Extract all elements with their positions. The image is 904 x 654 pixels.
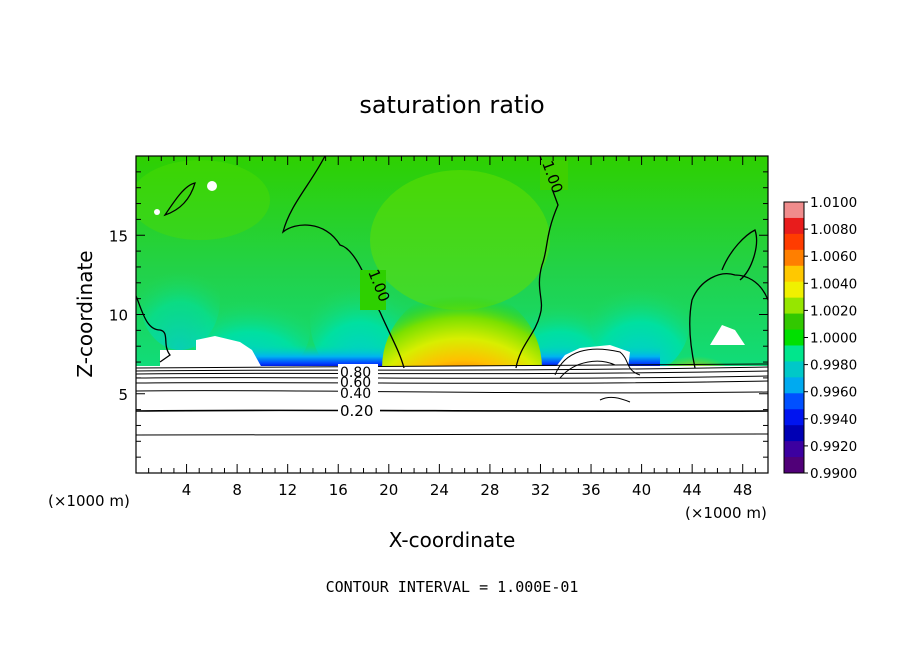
colorbar-swatch [784,281,804,299]
colorbar-swatch [784,249,804,267]
dry-band [240,345,400,368]
colorbar-swatch [784,425,804,442]
cyan-region [140,250,220,350]
colorbar-swatch [784,233,804,251]
light-green-patch [136,160,270,240]
x-tick-label: 36 [581,481,600,499]
cloud-mask [154,209,160,215]
x-tick-label: 44 [683,481,702,499]
colorbar-swatch [784,217,804,235]
colorbar-swatch [784,265,804,283]
colorbar-label: 0.9940 [810,412,857,428]
colorbar-swatch [784,297,804,315]
x-tick-label: 16 [329,481,348,499]
colorbar-label: 0.9920 [810,439,857,455]
x-tick-label: 32 [531,481,550,499]
colorbar-swatch [784,457,804,474]
colorbar-swatch [784,393,804,410]
colorbar-swatch [784,409,804,426]
colorbar-swatch [784,377,804,394]
contour-label: 0.80 [340,365,371,381]
contour-label: 0.40 [340,386,371,402]
contour-label: 0.20 [340,402,373,420]
y-tick-label: 5 [118,386,128,404]
x-unit-right: (×1000 m) [685,504,767,522]
x-tick-label: 28 [480,481,499,499]
colorbar-swatch [784,345,804,362]
colorbar-label: 0.9900 [810,466,857,482]
lower-region [136,366,768,473]
contour-1-00 [136,156,768,369]
x-tick-label: 20 [379,481,398,499]
colorbar-label: 1.0080 [810,222,857,238]
x-axis-label: X-coordinate [389,528,516,552]
colorbar-label: 1.0100 [810,195,857,211]
colorbar-label: 1.0020 [810,303,857,319]
y-axis-ticks: 5 10 15 [109,155,768,474]
colorbar: 1.0100 1.0080 1.0060 1.0040 1.0020 1.0000 0.99… [783,195,857,482]
cloud-mask [160,336,262,368]
x-tick-label: 48 [733,481,752,499]
x-tick-label: 40 [632,481,651,499]
colorbar-label: 1.0040 [810,276,857,292]
light-green-patch [370,170,550,310]
colorbar-swatch [784,329,804,346]
chart-title: saturation ratio [359,91,544,119]
y-axis-label: Z-coordinate [73,250,97,377]
x-tick-label: 24 [430,481,449,499]
x-tick-label: 4 [182,481,192,499]
x-unit-left: (×1000 m) [48,492,130,510]
colorbar-label: 0.9960 [810,385,857,401]
lower-contour-lines [136,348,768,436]
y-tick-label: 15 [109,227,128,245]
colorbar-label: 1.0060 [810,249,857,265]
colorbar-swatch [784,313,804,331]
contour-label: 0.60 [340,375,371,391]
x-axis-ticks: 4 8 12 16 20 24 28 32 36 40 44 48 [135,156,769,499]
cloud-mask [710,325,745,345]
cloud-mask [207,181,217,191]
colorbar-swatch [784,202,804,219]
colorbar-label: 0.9980 [810,358,857,374]
plot-area: 1.00 1.00 0.80 0.60 0.40 0.20 [136,156,768,473]
x-tick-label: 8 [232,481,242,499]
colorbar-label: 1.0000 [810,331,857,347]
x-tick-label: 12 [278,481,297,499]
colorbar-swatch [784,441,804,458]
y-tick-label: 10 [109,307,128,325]
contour-labels: 1.00 1.00 0.80 0.60 0.40 0.20 [338,158,568,420]
colorbar-swatch [784,361,804,378]
contour-interval-note: CONTOUR INTERVAL = 1.000E-01 [326,578,579,596]
